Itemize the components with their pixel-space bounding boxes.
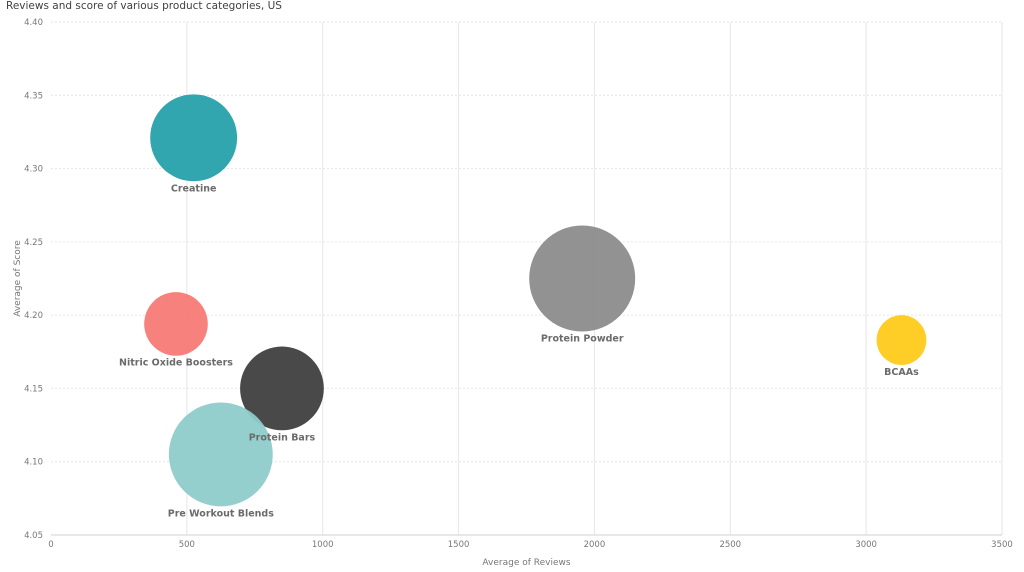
y-tick-label: 4.20	[24, 311, 43, 321]
x-tick-label: 500	[179, 540, 195, 550]
y-tick-labels: 4.05 4.10 4.15 4.20 4.25 4.30 4.35 4.40	[24, 18, 43, 541]
y-tick-label: 4.35	[24, 91, 43, 101]
x-axis-label: Average of Reviews	[482, 558, 570, 568]
y-tick-label: 4.40	[24, 18, 43, 28]
chart-title: Reviews and score of various product cat…	[6, 0, 282, 12]
x-tick-label: 0	[48, 540, 53, 550]
bubble-label: Pre Workout Blends	[168, 508, 274, 519]
x-tick-label: 1000	[312, 540, 334, 550]
y-axis-label: Average of Score	[13, 240, 23, 317]
bubble-nitric-oxide-boosters[interactable]	[144, 292, 208, 356]
bubble-label: Protein Bars	[249, 432, 316, 443]
bubble-pre-workout-blends[interactable]	[168, 402, 273, 507]
y-tick-label: 4.30	[24, 165, 43, 175]
bubble-label: Creatine	[171, 183, 217, 194]
x-tick-label: 2000	[584, 540, 606, 550]
bubble-label: Nitric Oxide Boosters	[119, 358, 233, 369]
bubble-labels: Creatine Nitric Oxide Boosters Protein Bar…	[119, 183, 919, 519]
x-tick-label: 2500	[719, 540, 741, 550]
bubble-bcaas[interactable]	[876, 315, 927, 365]
y-tick-label: 4.05	[24, 531, 43, 541]
y-tick-label: 4.15	[24, 384, 43, 394]
bubble-creatine[interactable]	[150, 94, 238, 182]
x-tick-label: 1500	[448, 540, 470, 550]
x-tick-label: 3000	[855, 540, 877, 550]
y-tick-label: 4.10	[24, 458, 43, 468]
bubbles	[144, 94, 927, 507]
y-tick-label: 4.25	[24, 238, 43, 248]
bubble-protein-bars[interactable]	[240, 346, 324, 431]
bubble-protein-powder[interactable]	[529, 225, 636, 332]
x-tick-label: 3500	[991, 540, 1013, 550]
x-tick-labels: 0 500 1000 1500 2000 2500 3000 3500	[48, 540, 1013, 550]
bubble-label: BCAAs	[884, 367, 919, 378]
bubble-label: Protein Powder	[541, 334, 624, 345]
